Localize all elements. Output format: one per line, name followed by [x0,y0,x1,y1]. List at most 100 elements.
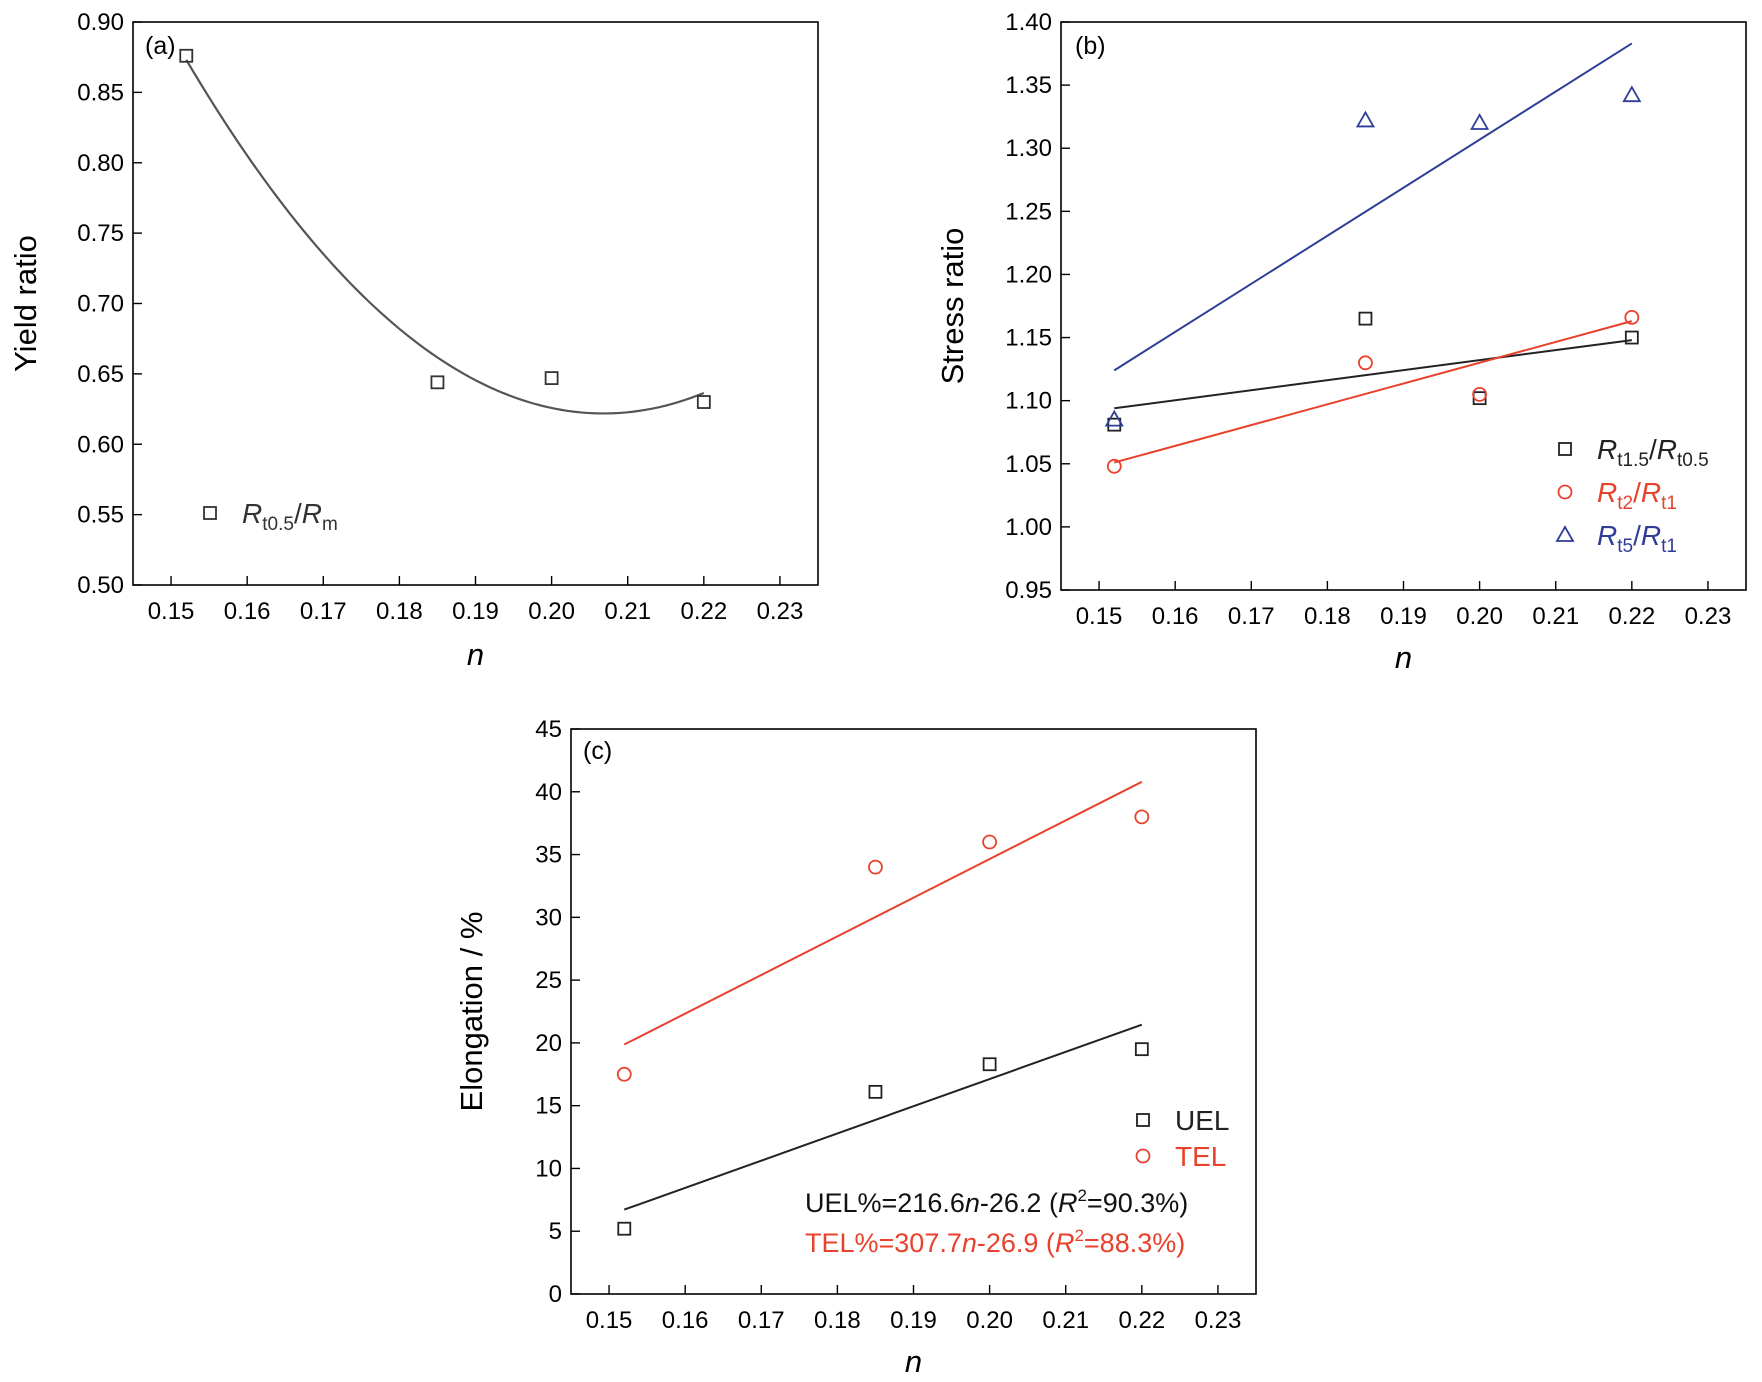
chart-panel-b: 0.15 0.16 0.17 0.18 0.19 0.20 0.21 0.22 0.23 0.95… [935,9,1747,675]
y-tick-label: 10 [535,1155,562,1182]
chart-panel-a: 0.15 0.16 0.17 0.18 0.19 0.20 0.21 0.22 0.23 0.50… [8,9,819,672]
data-point [1622,85,1642,103]
equation-variable: n [962,1228,977,1258]
panel-label: (b) [1075,32,1106,60]
legend-marker [203,506,217,520]
x-tick-label: 0.16 [1152,603,1199,630]
x-tick-label: 0.15 [1076,603,1123,630]
y-tick-label: 20 [535,1030,562,1057]
equation-part: =90.3%) [1087,1188,1188,1218]
legend-label: Rt1.5/Rt0.5 [1597,434,1709,471]
data-point [617,1221,632,1236]
legend-symbol: R [1597,477,1617,508]
data-series: Rt5/Rt1 [1104,42,1677,557]
fit-line [1114,320,1633,464]
legend-symbol: R [242,498,262,529]
x-tick-label: 0.17 [738,1307,785,1334]
y-tick-label: 0.65 [77,361,124,388]
equation-part: -26.9 ( [977,1228,1055,1258]
x-tick-label: 0.22 [680,598,727,625]
x-axis-label: n [1395,640,1412,675]
legend-subscript: t1 [1661,493,1677,514]
legend-subscript: m [322,514,338,535]
x-tick-label: 0.21 [604,598,651,625]
y-tick-label: 0.60 [77,431,124,458]
data-point [1107,417,1122,432]
x-tick-label: 0.20 [528,598,575,625]
legend-symbol: R [1641,520,1661,551]
legend-label: Rt2/Rt1 [1597,477,1677,514]
data-series: Rt0.5/Rm [179,48,711,535]
legend-marker [1135,1148,1151,1164]
y-tick-label: 30 [535,904,562,931]
legend-marker [1555,525,1575,542]
data-point [430,375,445,390]
regression-equation: TEL%=307.7n-26.9 (R2=88.3%) [805,1226,1185,1258]
legend-subscript: t2 [1617,493,1633,514]
y-tick-label: 1.20 [1005,261,1052,288]
y-tick-label: 0 [549,1281,562,1308]
legend-label: UEL [1175,1105,1229,1136]
regression-equation: UEL%=216.6n-26.2 (R2=90.3%) [805,1186,1188,1218]
equation-variable: n [965,1188,980,1218]
y-tick-label: 0.50 [77,572,124,599]
legend-symbol: R [302,498,322,529]
legend-marker [1558,442,1572,456]
x-tick-label: 0.23 [1195,1307,1242,1334]
data-point [1134,1042,1149,1057]
y-tick-label: 0.85 [77,79,124,106]
legend-symbol: R [1597,434,1617,465]
x-axis-label: n [467,637,484,672]
legend-separator: / [1633,520,1641,551]
data-point [179,48,194,63]
x-tick-label: 0.18 [1304,603,1351,630]
equation-part: =88.3%) [1084,1228,1185,1258]
data-point [868,1084,883,1099]
legend-subscript: t0.5 [262,514,294,535]
legend-label: Rt0.5/Rm [242,498,338,535]
fit-curve [185,59,705,415]
y-tick-label: 1.30 [1005,135,1052,162]
data-point [544,371,559,385]
y-tick-label: 0.80 [77,150,124,177]
data-point [868,859,883,875]
data-series: UEL [617,1023,1229,1236]
data-point [1106,458,1122,474]
data-point [1624,330,1639,345]
x-tick-label: 0.17 [300,598,347,625]
data-series: Rt2/Rt1 [1106,309,1677,514]
x-tick-label: 0.15 [148,598,195,625]
legend-symbol: R [1597,520,1617,551]
data-point [1358,311,1373,326]
data-point [1355,110,1375,128]
y-tick-label: 0.95 [1005,577,1052,604]
y-tick-label: 45 [535,716,562,743]
x-tick-label: 0.18 [814,1307,861,1334]
x-tick-label: 0.19 [1380,603,1427,630]
x-tick-label: 0.20 [966,1307,1013,1334]
x-tick-label: 0.22 [1118,1307,1165,1334]
data-point [1104,409,1124,427]
data-series: Rt1.5/Rt0.5 [1107,311,1709,471]
panel-label: (a) [145,32,176,60]
x-tick-label: 0.21 [1532,603,1579,630]
fit-line [1114,339,1632,410]
legend-subscript: t0.5 [1677,450,1709,471]
data-point [982,834,998,850]
x-tick-label: 0.18 [376,598,423,625]
y-tick-label: 1.05 [1005,451,1052,478]
y-tick-label: 25 [535,967,562,994]
x-tick-label: 0.16 [662,1307,709,1334]
legend-label: TEL [1175,1141,1226,1172]
fit-line [623,1023,1143,1211]
legend-label: Rt5/Rt1 [1597,520,1677,557]
legend-subscript: t1.5 [1617,450,1649,471]
x-tick-label: 0.19 [890,1307,937,1334]
equation-superscript: 2 [1077,1186,1086,1205]
x-tick-label: 0.16 [224,598,271,625]
equation-superscript: 2 [1074,1226,1083,1245]
x-tick-label: 0.19 [452,598,499,625]
data-point [1358,355,1373,371]
fit-line [623,780,1143,1046]
